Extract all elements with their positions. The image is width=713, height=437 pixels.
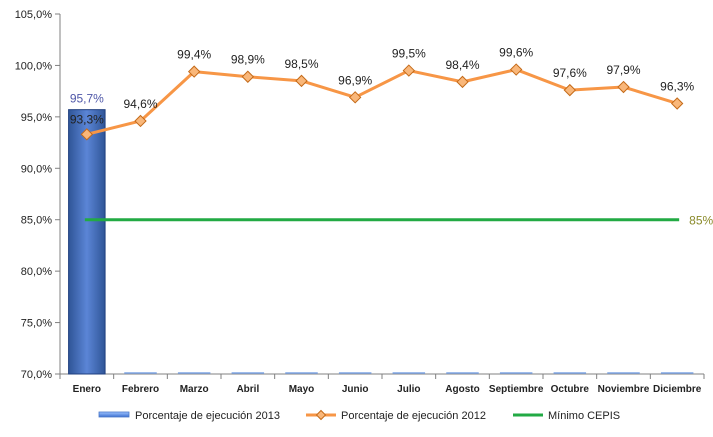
- line-point: [617, 80, 630, 94]
- line-data-label: 97,6%: [553, 66, 587, 80]
- line-point: [241, 70, 255, 83]
- legend-label-2012: Porcentaje de ejecución 2012: [341, 410, 486, 422]
- minimum-line-label: 85%: [689, 214, 713, 228]
- line-data-label: 98,9%: [231, 53, 265, 67]
- line-data-label: 97,9%: [606, 63, 640, 77]
- line-data-label: 96,9%: [338, 73, 372, 87]
- line-data-label: 99,6%: [499, 46, 533, 60]
- x-tick-label: Agosto: [445, 384, 479, 395]
- line-point: [509, 63, 523, 76]
- x-tick-label: Mayo: [289, 384, 315, 395]
- legend-label-minimo: Mínimo CEPIS: [548, 410, 620, 422]
- line-point: [402, 64, 416, 77]
- x-tick-label: Febrero: [122, 384, 159, 395]
- line-point: [134, 114, 147, 128]
- line-point: [80, 128, 94, 141]
- line-data-label: 98,5%: [284, 57, 318, 71]
- x-tick-label: Abril: [236, 384, 259, 395]
- line-data-label: 98,4%: [445, 58, 479, 72]
- bar-data-label: 95,7%: [70, 92, 104, 106]
- y-tick-label: 90,0%: [21, 163, 52, 175]
- line-data-label: 99,5%: [392, 47, 426, 61]
- y-tick-label: 80,0%: [21, 266, 52, 278]
- y-tick-label: 95,0%: [21, 112, 52, 124]
- x-tick-label: Diciembre: [653, 384, 702, 395]
- line-data-label: 96,3%: [660, 79, 694, 93]
- y-tick-label: 105,0%: [15, 9, 53, 21]
- line-data-label: 93,3%: [70, 112, 104, 126]
- x-tick-label: Enero: [73, 384, 101, 395]
- line-data-label: 94,6%: [123, 97, 157, 111]
- line-point: [187, 65, 201, 78]
- line-point: [348, 91, 362, 104]
- y-tick-label: 70,0%: [21, 369, 52, 381]
- line-point: [670, 97, 684, 110]
- line-point: [295, 74, 308, 88]
- line-point: [563, 83, 577, 97]
- x-tick-label: Septiembre: [489, 384, 544, 395]
- legend-label-2013: Porcentaje de ejecución 2013: [135, 410, 280, 422]
- line-point: [456, 75, 469, 89]
- x-tick-label: Noviembre: [598, 384, 650, 395]
- legend-swatch-2013: [98, 411, 130, 418]
- x-tick-label: Julio: [397, 384, 420, 395]
- line-2012: [86, 68, 678, 136]
- legend-marker-2012: [315, 409, 327, 421]
- legend: Porcentaje de ejecución 2013 Porcentaje d…: [98, 409, 620, 422]
- y-tick-label: 85,0%: [21, 215, 52, 227]
- x-tick-label: Junio: [342, 384, 369, 395]
- x-tick-label: Octubre: [551, 384, 590, 395]
- y-tick-label: 75,0%: [21, 318, 52, 330]
- bar: [68, 109, 106, 375]
- line-data-label: 99,4%: [177, 48, 211, 62]
- x-tick-label: Marzo: [180, 384, 209, 395]
- y-tick-label: 100,0%: [15, 60, 53, 72]
